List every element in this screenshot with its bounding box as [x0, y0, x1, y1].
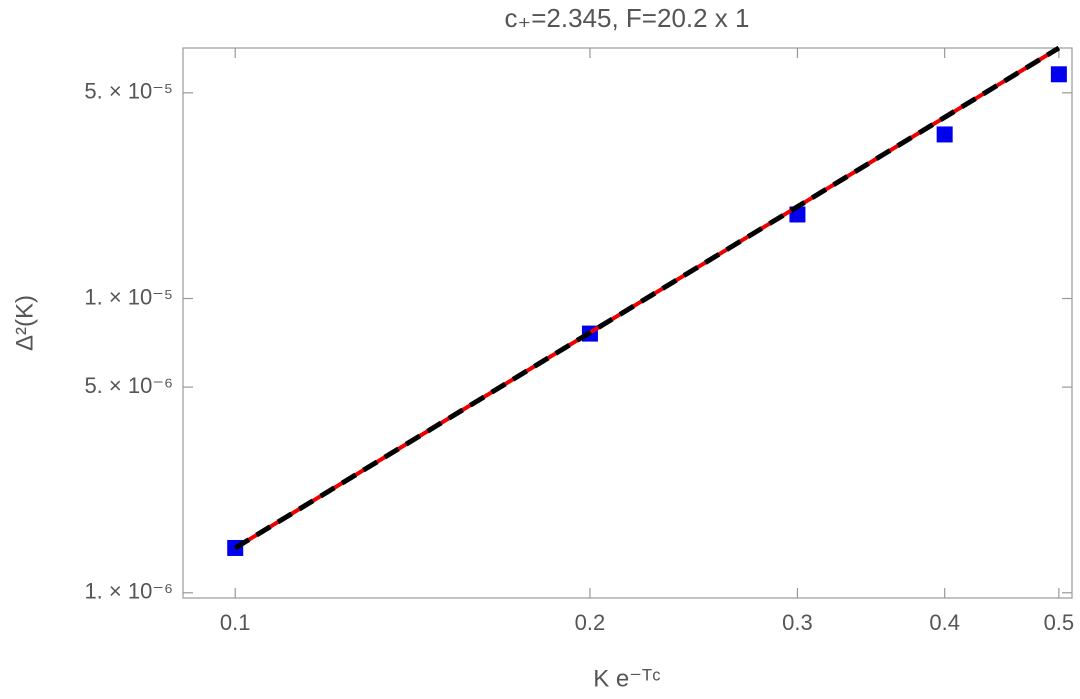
x-tick-label: 0.4: [929, 610, 960, 635]
x-tick-label: 0.3: [782, 610, 813, 635]
x-tick-label: 0.2: [575, 610, 606, 635]
plot-frame: [182, 47, 1073, 599]
chart-title: c₊=2.345, F=20.2 x 1: [505, 3, 750, 33]
y-axis-label: Δ²(K): [11, 295, 38, 351]
y-tick-label: 5. × 10⁻⁶: [84, 373, 173, 398]
data-point: [1050, 66, 1067, 83]
x-tick-label: 0.5: [1044, 610, 1075, 635]
y-tick-label: 5. × 10⁻⁵: [84, 79, 173, 104]
x-tick-label: 0.1: [220, 610, 251, 635]
y-tick-label: 1. × 10⁻⁵: [84, 284, 173, 309]
fit-line-dashed: [233, 45, 1061, 551]
data-point: [936, 126, 953, 143]
y-tick-label: 1. × 10⁻⁶: [84, 579, 173, 604]
x-axis-label: K e⁻ᵀᶜ: [593, 665, 661, 692]
